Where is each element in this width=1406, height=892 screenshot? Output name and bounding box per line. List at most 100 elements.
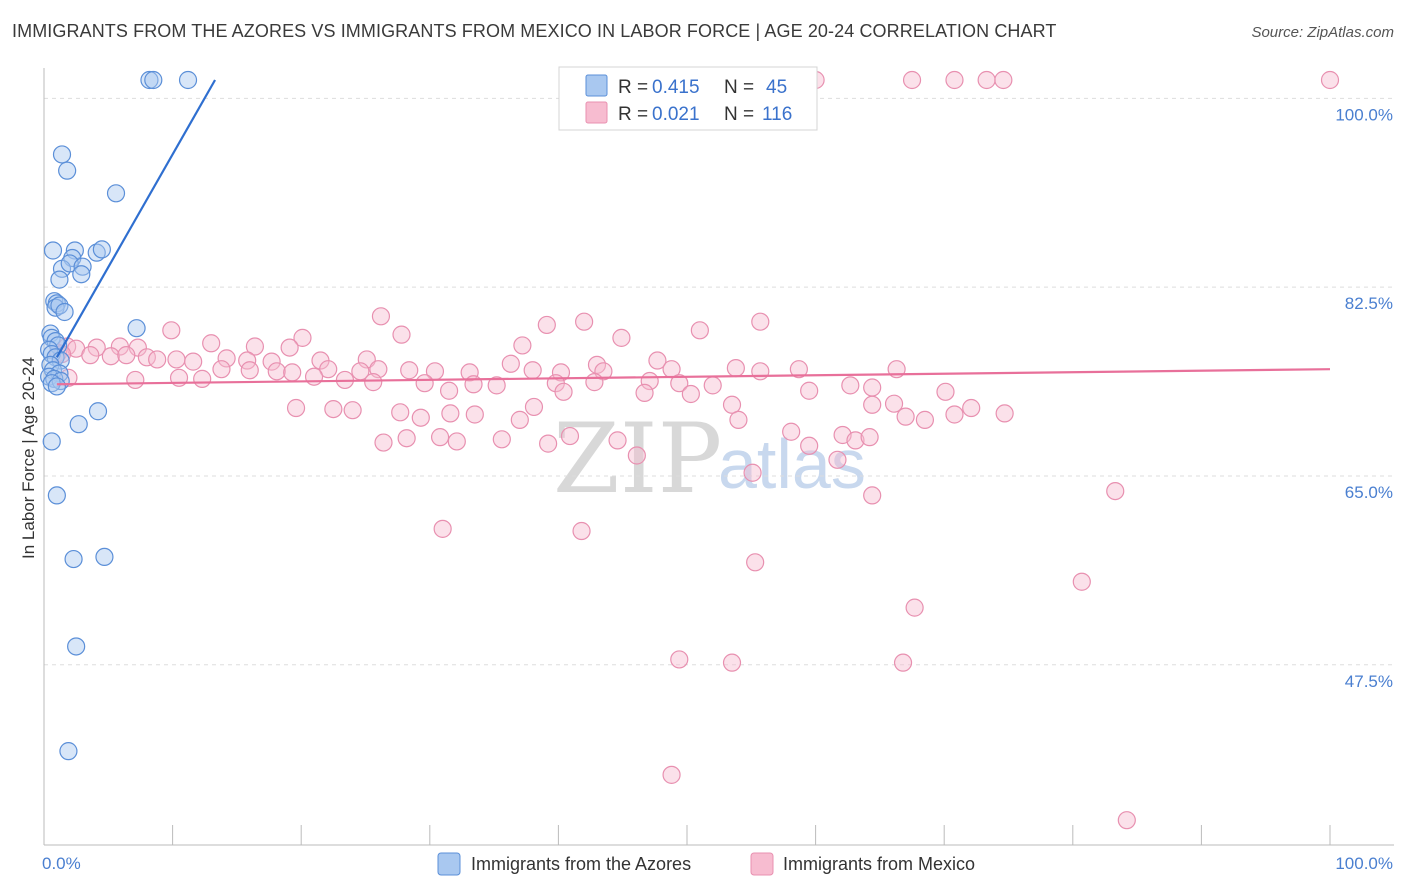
mexico-point	[860, 428, 879, 447]
mexico-point	[945, 405, 964, 424]
bottom-legend-label-azores: Immigrants from the Azores	[471, 854, 691, 874]
azores-point	[92, 240, 111, 259]
azores-point	[106, 184, 126, 203]
legend-n-value-azores: 45	[766, 77, 787, 98]
y-tick-label: 47.5%	[1345, 672, 1393, 691]
y-tick-label: 65.0%	[1345, 483, 1393, 502]
mexico-point	[800, 381, 819, 400]
azores-trend-line	[55, 79, 216, 358]
mexico-point	[202, 334, 221, 353]
mexico-point	[87, 338, 106, 357]
mexico-point	[465, 405, 484, 424]
trend-lines	[55, 79, 1331, 386]
mexico-point	[523, 361, 542, 380]
y-tick-label: 82.5%	[1345, 294, 1393, 313]
mexico-point	[635, 383, 654, 403]
mexico-point	[726, 358, 745, 378]
bottom-legend-swatch-azores	[437, 852, 461, 876]
mexico-point	[828, 450, 847, 469]
mexico-point	[513, 336, 532, 355]
azores-point	[67, 637, 86, 656]
mexico-point	[492, 430, 511, 449]
mexico-point	[1320, 70, 1340, 90]
azores-point	[140, 70, 159, 90]
azores-point	[59, 742, 78, 761]
mexico-point	[572, 521, 591, 541]
mexico-point	[722, 653, 742, 672]
mexico-point	[1106, 481, 1125, 501]
mexico-point	[893, 653, 913, 672]
mexico-point	[612, 328, 631, 347]
legend-n-label-azores: N =	[724, 77, 754, 98]
x-tick-label-min: 0.0%	[42, 854, 81, 873]
mexico-point	[994, 70, 1013, 90]
azores-point	[43, 241, 63, 260]
azores-point	[55, 302, 74, 322]
legend-n-label-mexico: N =	[724, 104, 754, 125]
mexico-point	[846, 431, 865, 450]
mexico-point	[962, 398, 981, 418]
mexico-point	[343, 401, 362, 420]
stats-legend: R = 0.415 N = 45 R = 0.021 N = 116	[558, 66, 818, 131]
azores-point	[127, 319, 146, 338]
azores-point	[50, 270, 69, 289]
mexico-point	[945, 70, 964, 90]
mexico-point	[397, 429, 416, 448]
azores-point	[87, 243, 106, 262]
mexico-point	[184, 352, 203, 371]
mexico-point	[662, 765, 681, 784]
mexico-point	[524, 397, 544, 417]
mexico-point	[905, 598, 924, 617]
azores-point	[58, 161, 77, 180]
legend-r-label-azores: R =	[618, 77, 648, 98]
mexico-point	[501, 354, 520, 373]
legend-r-value-azores: 0.415	[652, 77, 700, 98]
azores-point	[52, 145, 72, 164]
mexico-point	[782, 422, 801, 441]
legend-r-label-mexico: R =	[618, 104, 648, 125]
mexico-point	[433, 519, 452, 538]
mexico-point	[703, 376, 722, 395]
mexico-point	[560, 426, 580, 446]
mexico-point	[539, 434, 558, 453]
mexico-point	[1072, 572, 1091, 591]
mexico-point	[319, 360, 338, 379]
mexico-point	[510, 410, 529, 429]
mexico-point	[430, 428, 450, 447]
azores-point	[88, 402, 108, 421]
mexico-point	[670, 374, 689, 393]
mexico-point	[324, 399, 343, 419]
azores-point	[47, 377, 66, 396]
mexico-point	[81, 346, 100, 365]
mexico-point	[977, 70, 996, 90]
mexico-point	[722, 395, 742, 414]
azores-point	[47, 486, 66, 505]
mexico-point	[751, 312, 770, 331]
x-axis-ticks	[172, 825, 1331, 845]
mexico-point	[400, 361, 419, 380]
mexico-point	[148, 350, 167, 369]
watermark-atlas: atlas	[718, 425, 866, 503]
mexico-point	[240, 361, 259, 380]
mexico-point	[364, 373, 383, 392]
mexico-point	[374, 433, 393, 452]
mexico-point	[286, 398, 306, 418]
mexico-point	[304, 367, 324, 386]
mexico-point	[751, 362, 770, 381]
mexico-point	[902, 70, 922, 90]
mexico-point	[670, 650, 689, 669]
mexico-point	[863, 486, 882, 505]
mexico-point	[1117, 811, 1136, 830]
azores-point	[73, 257, 92, 276]
mexico-point	[608, 431, 627, 450]
mexico-trend-line	[56, 368, 1331, 386]
azores-point	[42, 432, 61, 451]
azores-point	[95, 547, 114, 567]
source-credit: Source: ZipAtlas.com	[1251, 24, 1394, 41]
mexico-point	[212, 360, 231, 379]
chart-title: IMMIGRANTS FROM THE AZORES VS IMMIGRANTS…	[12, 21, 1057, 41]
mexico-point	[800, 436, 819, 455]
mexico-point	[371, 307, 391, 326]
watermark-zip: ZIP	[553, 403, 722, 515]
